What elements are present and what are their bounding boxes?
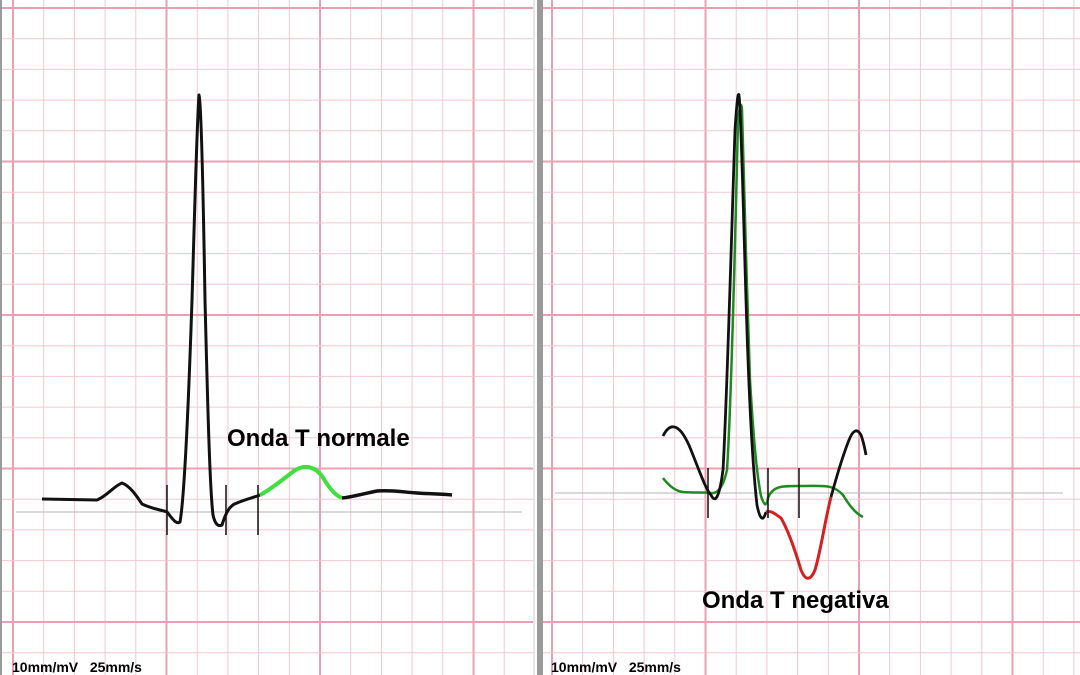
left-calibration-label: 10mm/mV 25mm/s (12, 659, 142, 675)
left-ecg-trace-tail (341, 489, 453, 500)
left-annotation-label: Onda T normale (227, 425, 410, 452)
right-ecg-grid-and-trace (543, 0, 1080, 675)
left-ecg-grid-and-trace (2, 0, 533, 675)
left-ecg-panel: Onda T normale 10mm/mV 25mm/s (0, 0, 533, 675)
right-ecg-panel: Onda T negativa 10mm/mV 25mm/s (540, 0, 1080, 675)
right-calibration-label: 10mm/mV 25mm/s (551, 659, 681, 675)
right-negative-t-wave (765, 496, 833, 580)
right-grid (543, 0, 1080, 675)
left-normal-t-wave (259, 464, 343, 500)
right-comparison-trace (662, 103, 864, 519)
right-ecg-trace-tail (829, 429, 868, 498)
left-ecg-trace (41, 93, 261, 528)
panel-divider (533, 0, 540, 675)
right-annotation-label: Onda T negativa (702, 587, 889, 614)
left-grid (2, 0, 533, 675)
right-ecg-trace (661, 93, 768, 520)
